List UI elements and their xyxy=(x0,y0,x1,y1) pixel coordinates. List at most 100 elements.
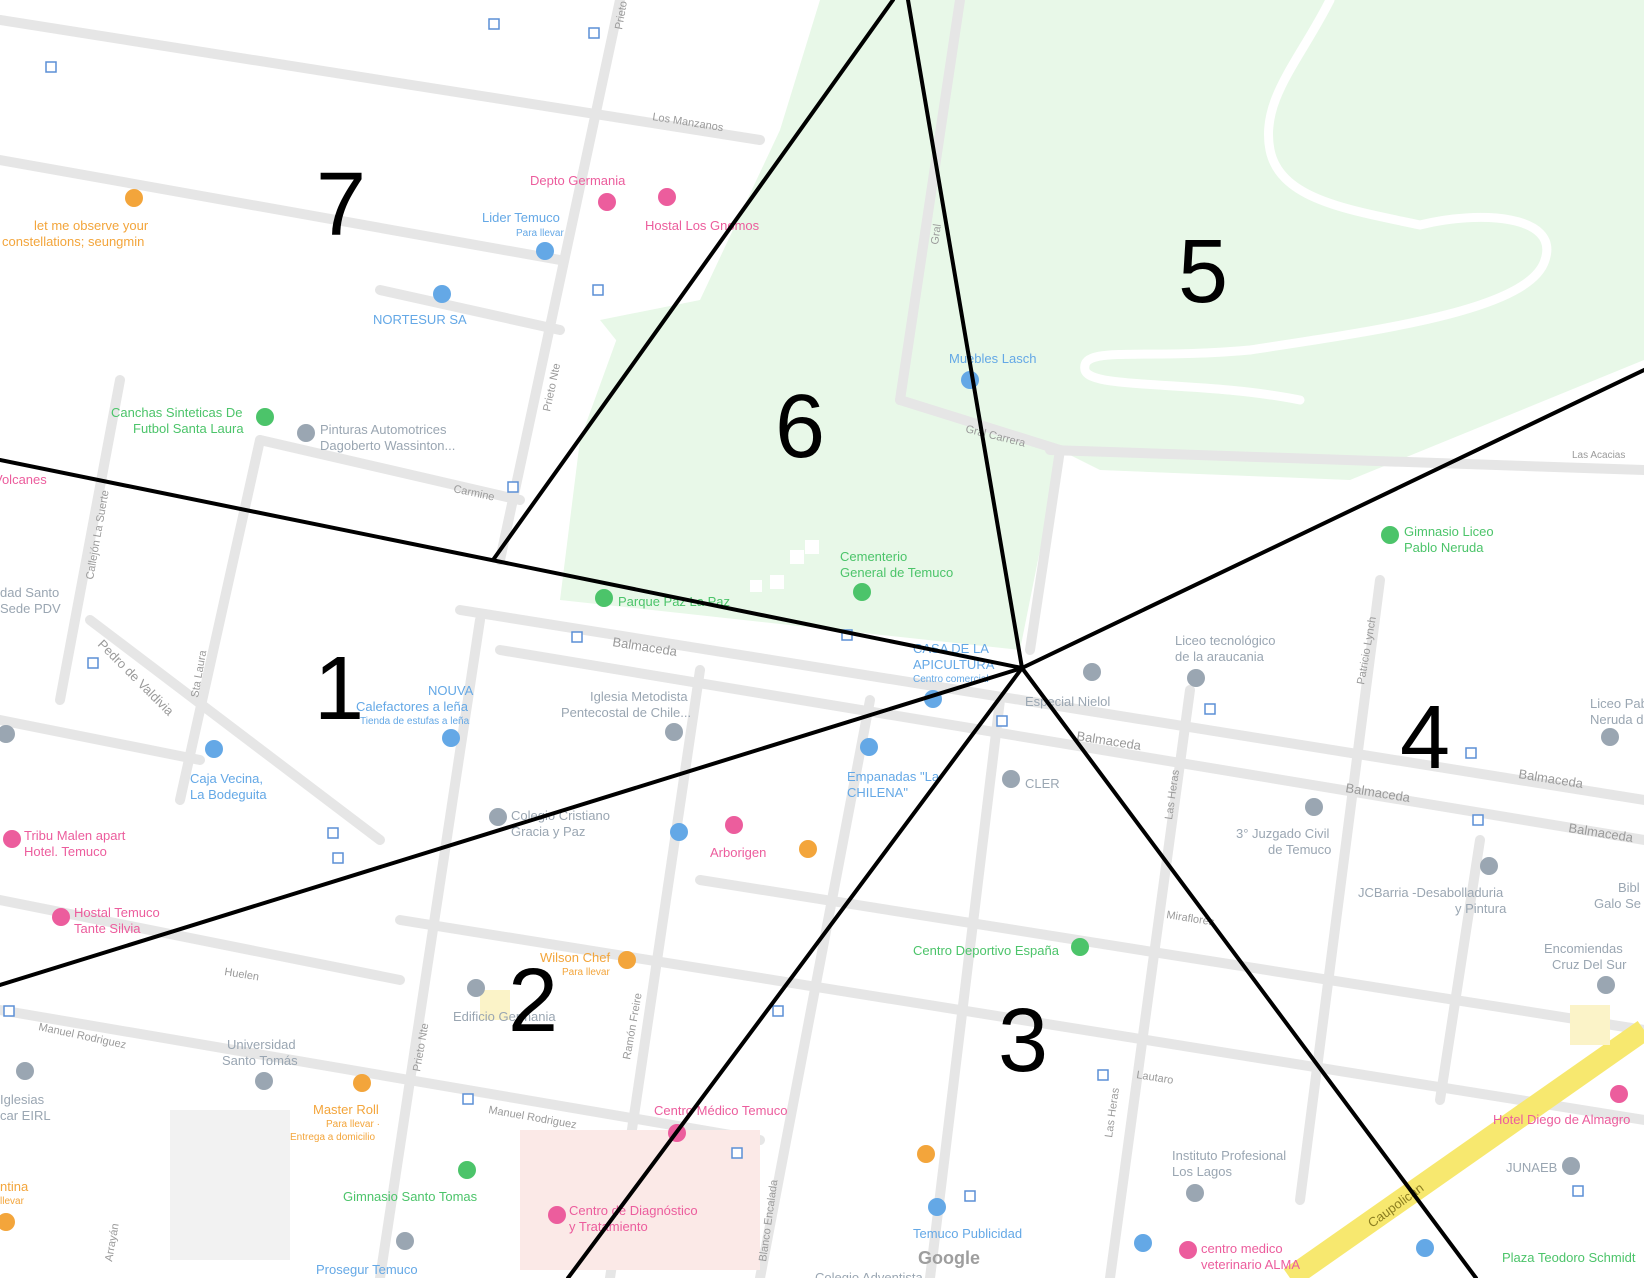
shopping-pin-icon[interactable] xyxy=(396,1232,414,1250)
landmark-pin-icon[interactable] xyxy=(125,189,143,207)
school-pin-icon[interactable] xyxy=(1187,669,1205,687)
poi-bibl-line1[interactable]: Bibl xyxy=(1618,880,1640,895)
food-pin-icon[interactable] xyxy=(799,840,817,858)
place-pin-icon[interactable] xyxy=(1480,857,1498,875)
shopping-pin-icon[interactable] xyxy=(1416,1239,1434,1257)
shopping-pin-icon[interactable] xyxy=(928,1198,946,1216)
poi-prosegur[interactable]: Prosegur Temuco xyxy=(316,1262,418,1277)
food-pin-icon[interactable] xyxy=(0,1213,15,1231)
shopping-pin-icon[interactable] xyxy=(442,729,460,747)
poi-cementerio-line1[interactable]: Cementerio xyxy=(840,549,907,564)
bus-stop-icon[interactable] xyxy=(1572,1185,1584,1197)
poi-iglesias-line1[interactable]: Iglesias xyxy=(0,1092,45,1107)
medical-pin-icon[interactable] xyxy=(548,1206,566,1224)
poi-lider-temuco[interactable]: Lider Temuco xyxy=(482,210,560,225)
poi-juzgado-line1[interactable]: 3° Juzgado Civil xyxy=(1236,826,1329,841)
poi-nouva-line1[interactable]: NOUVA xyxy=(428,683,474,698)
poi-cler[interactable]: CLER xyxy=(1025,776,1060,791)
lodging-pin-icon[interactable] xyxy=(52,908,70,926)
poi-depto-germania[interactable]: Depto Germania xyxy=(530,173,626,188)
poi-let-me-observe-line1[interactable]: let me observe your xyxy=(34,218,149,233)
poi-nortesur[interactable]: NORTESUR SA xyxy=(373,312,467,327)
poi-centro-vet-line1[interactable]: centro medico xyxy=(1201,1241,1283,1256)
bus-stop-icon[interactable] xyxy=(1204,703,1216,715)
poi-plaza-teodoro[interactable]: Plaza Teodoro Schmidt xyxy=(1502,1250,1636,1265)
place-pin-icon[interactable] xyxy=(1083,663,1101,681)
bus-stop-icon[interactable] xyxy=(327,827,339,839)
bus-stop-icon[interactable] xyxy=(996,715,1008,727)
poi-hostal-los-gnomos[interactable]: Hostal Los Gnomos xyxy=(645,218,760,233)
poi-pinturas-line1[interactable]: Pinturas Automotrices xyxy=(320,422,447,437)
lodging-pin-icon[interactable] xyxy=(725,816,743,834)
sports-pin-icon[interactable] xyxy=(1381,526,1399,544)
place-pin-icon[interactable] xyxy=(16,1062,34,1080)
poi-juneab[interactable]: JUNAEB xyxy=(1506,1160,1557,1175)
park-pin-icon[interactable] xyxy=(595,589,613,607)
shopping-pin-icon[interactable] xyxy=(1134,1234,1152,1252)
poi-canchas-line1[interactable]: Canchas Sinteticas De xyxy=(111,405,243,420)
poi-centro-deportivo[interactable]: Centro Deportivo España xyxy=(913,943,1060,958)
poi-universidad-line1[interactable]: Universidad xyxy=(227,1037,296,1052)
food-pin-icon[interactable] xyxy=(917,1145,935,1163)
poi-tribu-line1[interactable]: Tribu Malen apart xyxy=(24,828,126,843)
place-pin-icon[interactable] xyxy=(1002,770,1020,788)
lodging-pin-icon[interactable] xyxy=(598,193,616,211)
poi-muebles-lasch[interactable]: Muebles Lasch xyxy=(949,351,1036,366)
poi-temuco-publicidad[interactable]: Temuco Publicidad xyxy=(913,1226,1022,1241)
cemetery-pin-icon[interactable] xyxy=(853,583,871,601)
lodging-pin-icon[interactable] xyxy=(3,830,21,848)
school-pin-icon[interactable] xyxy=(255,1072,273,1090)
church-pin-icon[interactable] xyxy=(665,723,683,741)
poi-colegio-adventista[interactable]: Colegio Adventista xyxy=(815,1270,923,1278)
poi-especial-nielol[interactable]: Especial Nielol xyxy=(1025,694,1110,709)
bus-stop-icon[interactable] xyxy=(588,27,600,39)
poi-iglesia-line1[interactable]: Iglesia Metodista xyxy=(590,689,688,704)
bus-stop-icon[interactable] xyxy=(772,1005,784,1017)
bus-stop-icon[interactable] xyxy=(507,481,519,493)
shopping-pin-icon[interactable] xyxy=(860,738,878,756)
court-pin-icon[interactable] xyxy=(1305,798,1323,816)
poi-instituto-line1[interactable]: Instituto Profesional xyxy=(1172,1148,1286,1163)
lodging-pin-icon[interactable] xyxy=(658,188,676,206)
bus-stop-icon[interactable] xyxy=(1472,814,1484,826)
bus-stop-icon[interactable] xyxy=(1097,1069,1109,1081)
bus-stop-icon[interactable] xyxy=(332,852,344,864)
bus-stop-icon[interactable] xyxy=(571,631,583,643)
bus-stop-icon[interactable] xyxy=(592,284,604,296)
poi-volcanes[interactable]: Volcanes xyxy=(0,472,47,487)
bus-stop-icon[interactable] xyxy=(3,1005,15,1017)
poi-jcbarria-line1[interactable]: JCBarria -Desabolladuria xyxy=(1358,885,1504,900)
poi-casa-apicultura-line1[interactable]: CASA DE LA xyxy=(913,641,989,656)
shopping-pin-icon[interactable] xyxy=(670,823,688,841)
poi-wilson-chef[interactable]: Wilson Chef xyxy=(540,950,610,965)
bus-stop-icon[interactable] xyxy=(731,1147,743,1159)
poi-santo-line1[interactable]: dad Santo xyxy=(0,585,59,600)
place-pin-icon[interactable] xyxy=(1601,728,1619,746)
poi-centro-diag-line1[interactable]: Centro de Diagnóstico xyxy=(569,1203,698,1218)
shopping-pin-icon[interactable] xyxy=(536,242,554,260)
place-pin-icon[interactable] xyxy=(297,424,315,442)
poi-encomiendas-line1[interactable]: Encomiendas xyxy=(1544,941,1623,956)
place-pin-icon[interactable] xyxy=(1562,1157,1580,1175)
poi-caja-vecina-line1[interactable]: Caja Vecina, xyxy=(190,771,263,786)
lodging-pin-icon[interactable] xyxy=(1610,1085,1628,1103)
poi-empanadas-line1[interactable]: Empanadas "La xyxy=(847,769,940,784)
poi-edificio-germania[interactable]: Edificio Germania xyxy=(453,1009,556,1024)
bus-stop-icon[interactable] xyxy=(1465,747,1477,759)
poi-parque-paz[interactable]: Parque Paz La Paz xyxy=(618,594,730,609)
poi-gimnasio-liceo-line1[interactable]: Gimnasio Liceo xyxy=(1404,524,1494,539)
food-pin-icon[interactable] xyxy=(618,951,636,969)
food-pin-icon[interactable] xyxy=(353,1074,371,1092)
bus-stop-icon[interactable] xyxy=(488,18,500,30)
poi-arborigen[interactable]: Arborigen xyxy=(710,845,766,860)
shopping-pin-icon[interactable] xyxy=(205,740,223,758)
poi-ntina-line1[interactable]: ntina xyxy=(0,1179,29,1194)
bus-stop-icon[interactable] xyxy=(462,1093,474,1105)
school-pin-icon[interactable] xyxy=(1186,1184,1204,1202)
place-pin-icon[interactable] xyxy=(467,979,485,997)
poi-hotel-diego[interactable]: Hotel Diego de Almagro xyxy=(1493,1112,1630,1127)
school-pin-icon[interactable] xyxy=(489,808,507,826)
sports-pin-icon[interactable] xyxy=(256,408,274,426)
place-pin-icon[interactable] xyxy=(1597,976,1615,994)
